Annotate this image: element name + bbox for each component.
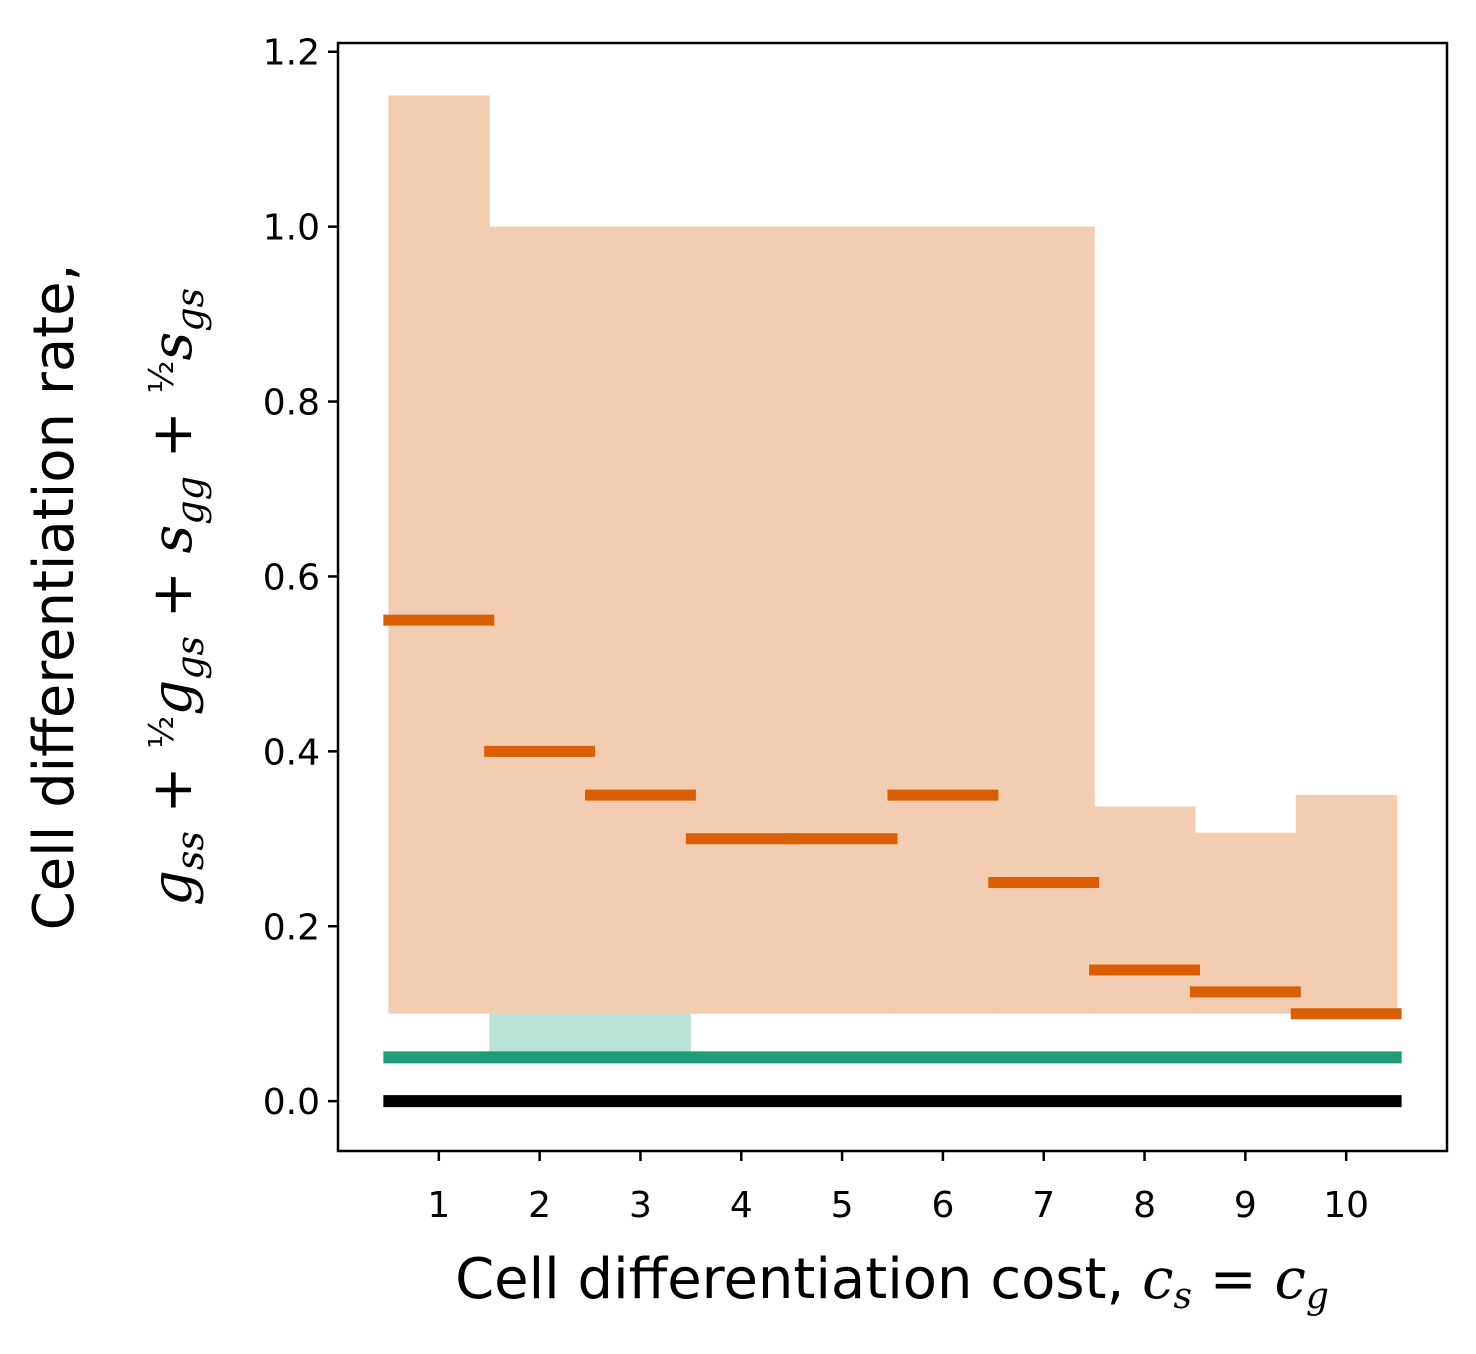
y-tick-label: 0.8 [263,383,320,424]
range-band-2 [489,226,591,1014]
x-tick-label: 3 [629,1185,652,1226]
range-bands [388,95,1398,1058]
y-axis-label-line1: Cell differentiation rate, [22,264,87,931]
y-tick-label: 1.2 [263,33,320,74]
range-band-6 [892,226,994,1014]
x-tick-label: 5 [831,1185,854,1226]
range-band-7 [993,226,1095,1014]
plot-frame [336,41,1449,1153]
y-tick-label: 1.0 [263,208,320,249]
y-tick-label: 0.0 [263,1082,320,1123]
range-band-9 [1194,832,1297,1014]
y-axis-label-formula: gss + ½ggs + sgg + ½sgs [140,288,212,906]
x-tick-label: 8 [1133,1185,1156,1226]
range-band-1 [388,95,490,1014]
range-band-5 [791,226,894,1014]
x-tick-label: 7 [1032,1185,1055,1226]
y-axis: 0.0 0.2 0.4 0.6 0.8 1.0 1.2 [263,33,338,1123]
range-band-3 [590,226,692,1014]
x-axis: 1 2 3 4 5 6 7 8 9 10 [427,1151,1369,1226]
range-band-4 [690,226,793,1014]
x-tick-label: 10 [1323,1185,1369,1226]
y-tick-label: 0.4 [263,732,320,773]
x-tick-label: 4 [730,1185,753,1226]
x-tick-label: 9 [1234,1185,1257,1226]
x-tick-label: 2 [528,1185,551,1226]
x-tick-label: 6 [931,1185,954,1226]
x-tick-label: 1 [427,1185,450,1226]
value-lines [383,614,1402,1108]
y-tick-label: 0.2 [263,907,320,948]
range-band-10 [1295,795,1398,1014]
y-axis-label: Cell differentiation rate, gss + ½ggs + … [22,264,212,931]
y-tick-label: 0.6 [263,557,320,598]
x-axis-label: Cell differentiation cost, cs = cg [455,1247,1329,1317]
green-range-band [489,1013,691,1058]
range-band-8 [1094,806,1196,1014]
